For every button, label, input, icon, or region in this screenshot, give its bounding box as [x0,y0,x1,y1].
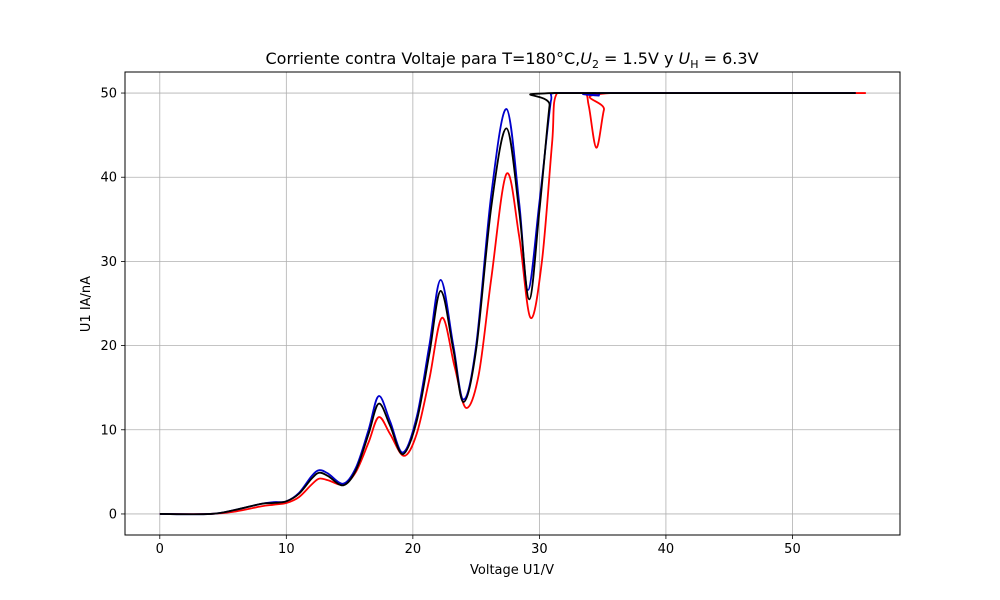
series-line-3 [159,92,856,516]
y-tick-label: 0 [109,507,117,522]
y-tick-label: 40 [100,171,117,186]
title-u2-symbol: U [580,49,592,68]
title-prefix: Corriente contra Voltaje para T=180°C, [265,49,580,68]
chart-title: Corriente contra Voltaje para T=180°C,U2… [265,49,758,71]
title-u2-sub: 2 [592,58,599,71]
y-axis-ticks: 0 10 20 30 40 50 [100,87,125,522]
x-tick-label: 0 [156,542,164,557]
title-u2-value: = 1.5V y [599,49,679,68]
x-tick-label: 30 [531,542,548,557]
x-axis-ticks: 0 10 20 30 40 50 [156,535,801,557]
grid [125,72,900,535]
x-axis-label: Voltage U1/V [470,563,554,578]
y-tick-label: 50 [100,87,117,102]
y-tick-label: 20 [100,339,117,354]
plot-frame [124,71,901,536]
x-tick-label: 20 [405,542,422,557]
x-tick-label: 10 [278,542,295,557]
title-uh-sub: H [690,58,698,71]
series-layer [159,92,866,516]
x-tick-label: 40 [658,542,675,557]
y-tick-label: 30 [100,255,117,270]
title-uh-symbol: U [679,49,691,68]
x-tick-label: 50 [784,542,801,557]
title-uh-value: = 6.3V [699,49,759,68]
y-axis-label: U1 IA/nA [79,276,94,332]
y-tick-label: 10 [100,423,117,438]
